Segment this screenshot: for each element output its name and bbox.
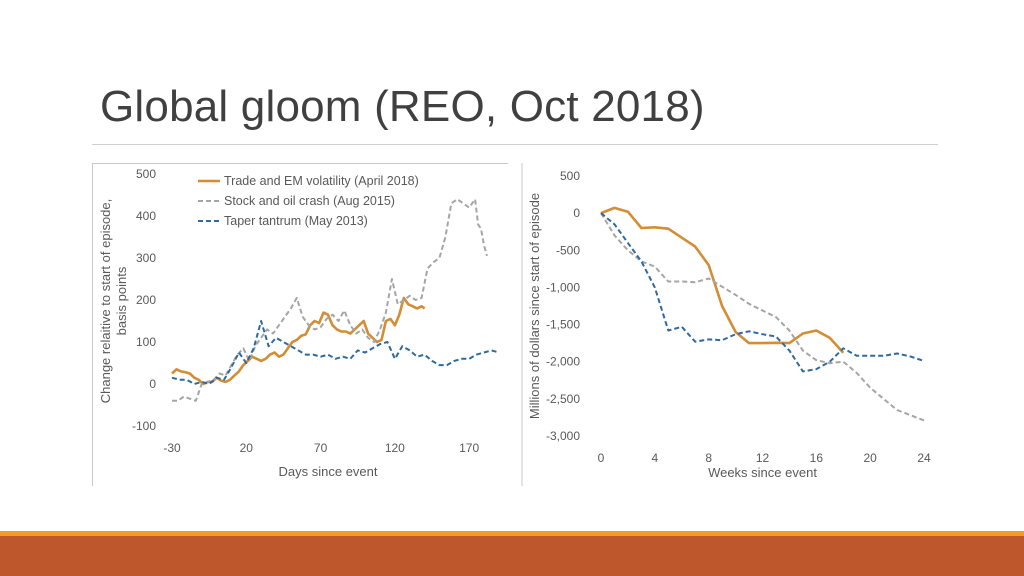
slide-title: Global gloom (REO, Oct 2018) (100, 82, 705, 131)
x-axis-title: Days since event (279, 464, 378, 479)
legend-label: Taper tantrum (May 2013) (224, 214, 368, 228)
x-tick-label: 12 (756, 451, 770, 465)
x-tick-label: -30 (163, 441, 181, 455)
y-tick-label: -100 (132, 419, 156, 433)
y-tick-label: 400 (136, 209, 156, 223)
x-tick-label: 0 (598, 451, 605, 465)
x-tick-label: 20 (863, 451, 877, 465)
y-tick-label: 0 (573, 206, 580, 220)
x-tick-label: 170 (459, 441, 479, 455)
footer-accent-line (0, 531, 1024, 536)
footer-band (0, 536, 1024, 576)
series-line-stock-and-oil-crash-aug-2015 (172, 198, 488, 402)
y-axis-title: Millions of dollars since start of episo… (527, 193, 542, 419)
series-line-unnamed-1 (600, 212, 925, 422)
x-tick-label: 8 (705, 451, 712, 465)
legend-label: Stock and oil crash (Aug 2015) (224, 194, 395, 208)
series-line-unnamed-0 (600, 206, 845, 354)
x-tick-label: 20 (240, 441, 254, 455)
y-tick-label: 500 (136, 167, 156, 181)
y-tick-label: -1,500 (546, 318, 580, 332)
chart-right: 500 0 -500 -1,000 -1,500 -2,000 -2,500 -3,000 0 4… (527, 169, 931, 480)
x-tick-label: 120 (385, 441, 405, 455)
series-line-unnamed-2 (600, 212, 925, 373)
title-divider (92, 144, 938, 145)
y-tick-label: -2,500 (546, 392, 580, 406)
y-tick-label: -500 (556, 243, 580, 257)
x-tick-label: 16 (810, 451, 824, 465)
y-tick-label: 0 (149, 377, 156, 391)
x-tick-label: 4 (651, 451, 658, 465)
y-tick-label: -1,000 (546, 280, 580, 294)
x-tick-label: 70 (314, 441, 328, 455)
y-tick-label: -3,000 (546, 429, 580, 443)
y-tick-label: 200 (136, 293, 156, 307)
y-tick-label: 100 (136, 335, 156, 349)
x-axis-title: Weeks since event (708, 465, 817, 480)
y-tick-label: 500 (560, 169, 580, 183)
x-tick-label: 24 (917, 451, 931, 465)
y-tick-label: 300 (136, 251, 156, 265)
y-axis-title: Change relaitive to start of episode,bas… (98, 199, 129, 404)
chart-left: -100 0 100 200 300 400 500 -30 20 70 120 170 Days si… (92, 163, 523, 486)
series-line-taper-tantrum-may-2013 (171, 320, 500, 385)
y-tick-label: -2,000 (546, 355, 580, 369)
legend-label: Trade and EM volatility (April 2018) (224, 174, 419, 188)
